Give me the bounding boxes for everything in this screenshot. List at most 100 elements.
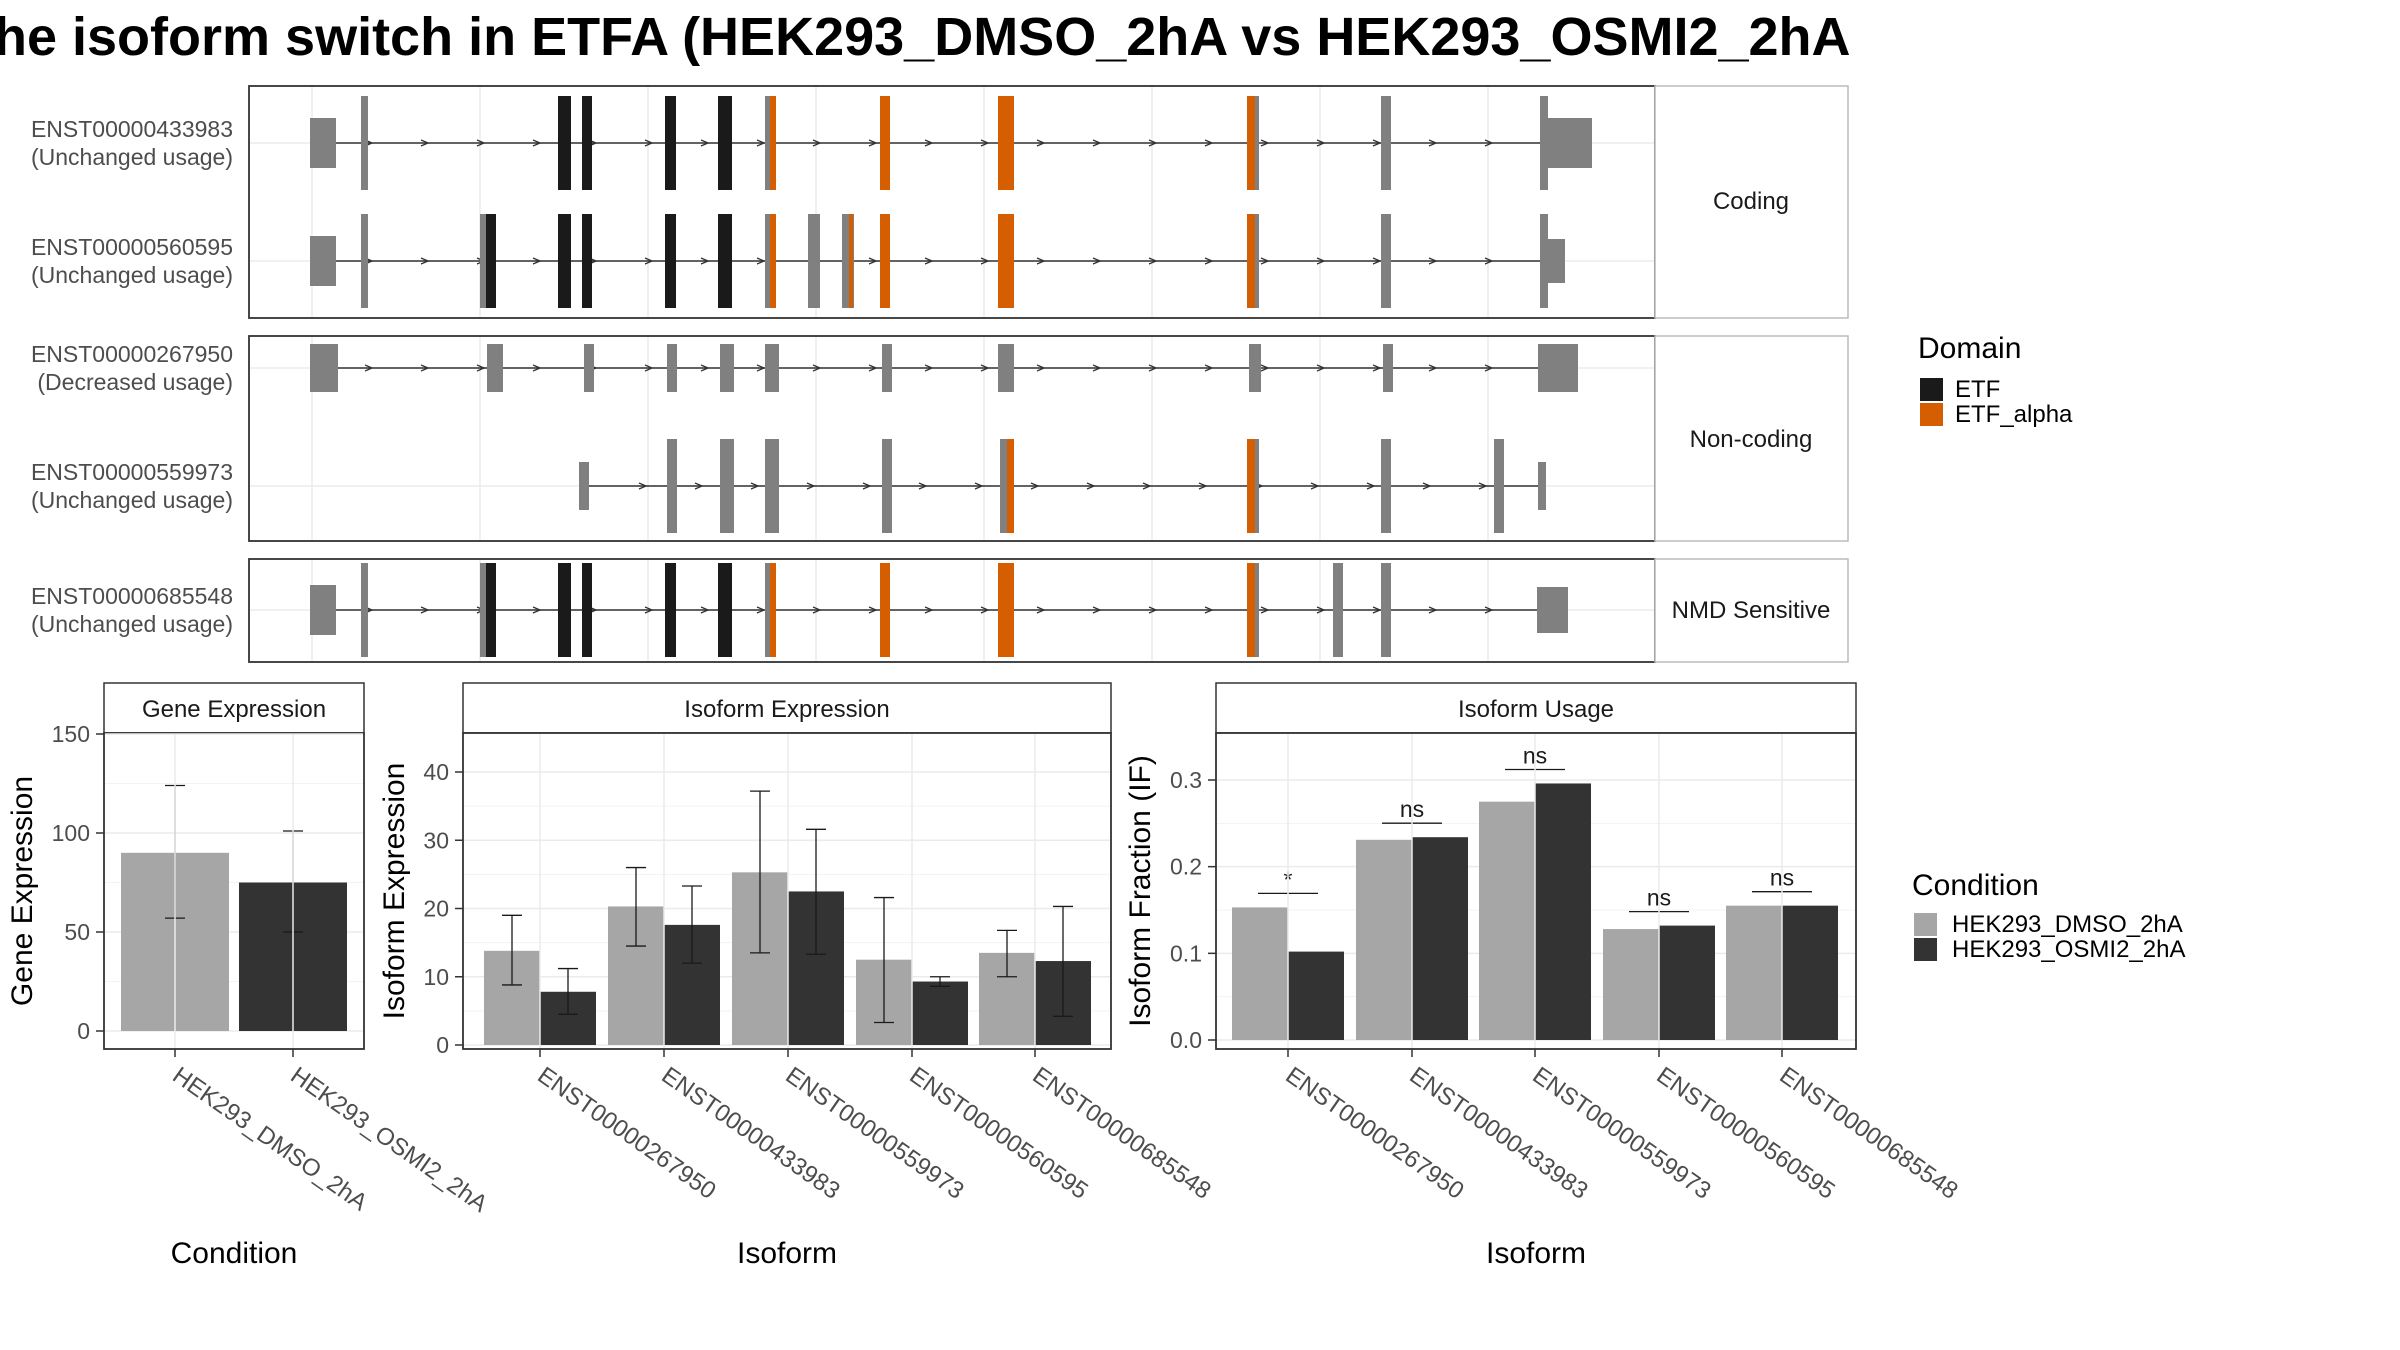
y-tick-label: 100 [52,820,90,846]
y-tick-label: 0.3 [1170,767,1202,793]
strand-arrow [1372,606,1382,614]
strand-arrow [1030,482,1040,490]
x-axis-title: Condition [171,1237,298,1270]
strand-arrow [694,482,704,490]
strand-arrow [1148,364,1158,372]
strand-arrow [644,257,654,265]
utr-3prime [1538,462,1546,510]
strand-arrow [1204,606,1214,614]
figure-title: he isoform switch in ETFA (HEK293_DMSO_2… [0,7,1851,67]
exon [361,563,368,657]
utr-5prime [310,118,336,168]
strand-arrow [1422,482,1432,490]
strand-arrow [420,139,430,147]
strand-arrow [980,364,990,372]
domain-legend-title: Domain [1918,332,2021,365]
utr-3prime [1537,587,1568,633]
exon-etf [718,563,732,657]
strand-arrow [420,257,430,265]
exon-etf [582,96,592,190]
strand-arrow [1310,482,1320,490]
isoform-id-label: ENST00000267950 [31,341,233,367]
strand-arrow [1142,482,1152,490]
utr-3prime [1538,344,1578,392]
strand-arrow [812,139,822,147]
isoform-usage-label: (Unchanged usage) [31,144,233,170]
bar [1479,801,1535,1040]
exon-etf-alpha [770,563,776,657]
strand-arrow [756,364,766,372]
strand-arrow [1484,364,1494,372]
exon [1540,96,1548,190]
structure-facet-coding [248,85,1656,319]
exon [1249,344,1261,392]
exon-etf [558,563,571,657]
y-tick-label: 30 [423,827,449,853]
strand-arrow [868,257,878,265]
utr-5prime [310,236,336,286]
strand-arrow [924,139,934,147]
strand-arrow [924,257,934,265]
strand-arrow [1036,606,1046,614]
bar [1782,905,1838,1040]
transcript-structure-panel: Coding Non-coding NMD Sensitive ENST0000… [31,85,1849,663]
gene-expression-panel: Gene Expression 050100150HEK293_DMSO_2hA… [6,682,492,1270]
isoform-id-label: ENST00000559973 [31,459,233,485]
exon-etf-alpha [998,214,1014,308]
y-tick-label: 20 [423,896,449,922]
strand-arrow [1372,364,1382,372]
y-tick-label: 0.0 [1170,1027,1202,1053]
exon [1333,563,1343,657]
strand-arrow [532,364,542,372]
y-axis-title: Gene Expression [6,776,39,1006]
exon-etf-alpha [880,563,890,657]
legend-swatch-dmso [1914,913,1937,936]
isoform-usage-panel: Isoform Usage 0.00.10.20.3*nsnsnsnsENST0… [1124,682,1963,1270]
exon-etf-alpha [1247,96,1255,190]
strand-arrow [644,606,654,614]
y-axis-title: Isoform Fraction (IF) [1124,755,1157,1027]
legend-swatch-etf [1920,378,1943,401]
panel-title: Isoform Expression [684,696,889,723]
strip-label-nmd: NMD Sensitive [1672,597,1831,624]
exon [1383,344,1393,392]
strand-arrow [1260,606,1270,614]
utr-3prime [1548,239,1565,283]
isoform-id-label: ENST00000433983 [31,116,233,142]
utr-5prime [310,585,336,635]
exon [720,344,734,392]
y-tick-label: 40 [423,759,449,785]
condition-legend-title: Condition [1912,869,2039,902]
exon-etf [665,563,676,657]
bar [1232,907,1288,1040]
strand-arrow [868,606,878,614]
exon-etf-alpha [1247,563,1255,657]
exon [1381,96,1391,190]
bar [1412,837,1468,1040]
exon-etf-alpha [880,96,890,190]
strand-arrow [1036,139,1046,147]
strand-arrow [868,139,878,147]
utr-3prime [1548,118,1592,168]
exon [882,344,892,392]
exon-etf [558,96,571,190]
legend-label-etf: ETF [1955,376,2000,403]
strand-arrow [1372,257,1382,265]
strand-arrow [1484,606,1494,614]
exon-etf-alpha [770,96,776,190]
legend-swatch-etf-alpha [1920,403,1943,426]
exon-etf [718,96,732,190]
strand-arrow [700,139,710,147]
exon [998,344,1014,392]
condition-legend: Condition HEK293_DMSO_2hA HEK293_OSMI2_2… [1912,869,2185,963]
strand-arrow [638,482,648,490]
strand-arrow [1204,364,1214,372]
legend-label-osmi2: HEK293_OSMI2_2hA [1952,936,2185,963]
structure-facet-noncoding [248,335,1656,542]
strand-arrow [1428,606,1438,614]
exon [882,439,892,533]
strand-arrow [644,364,654,372]
exon-etf [558,214,571,308]
isoform-id-label: ENST00000685548 [31,583,233,609]
